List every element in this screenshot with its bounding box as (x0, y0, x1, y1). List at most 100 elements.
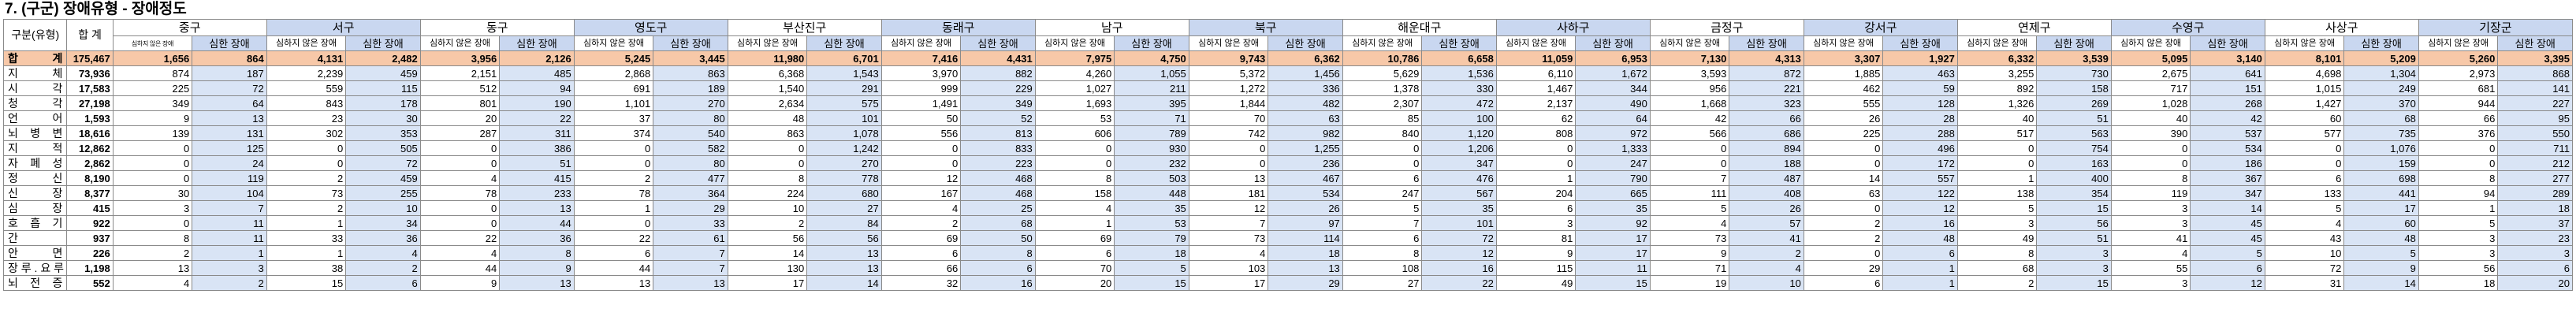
severe-count-cell: 223 (960, 155, 1036, 171)
district-header: 해운대구 (1342, 19, 1497, 36)
mild-count-cell: 808 (1495, 125, 1576, 141)
severe-count-cell: 6,953 (1575, 50, 1651, 66)
severe-count-cell: 189 (653, 80, 728, 96)
row-total-cell: 12,862 (66, 140, 114, 156)
severe-header: 심한 장애 (1729, 35, 1804, 51)
severe-count-cell: 16 (960, 275, 1036, 291)
severe-count-cell: 6 (1882, 245, 1958, 261)
district-header-row: 구분(유형) 합 계 중구 서구 동구 영도구 부산진구 동래구 남구 북구 해운대구 사하구 금정… (2, 19, 2574, 51)
severe-count-cell: 249 (2343, 80, 2419, 96)
mild-count-cell: 2,239 (266, 65, 347, 81)
mild-count-cell: 7,975 (1034, 50, 1115, 66)
mild-count-cell: 63 (1803, 185, 1884, 201)
mild-count-cell: 874 (112, 65, 193, 81)
severe-count-cell: 9 (2343, 260, 2419, 276)
severe-count-cell: 268 (2190, 95, 2265, 111)
mild-count-cell: 115 (1495, 260, 1576, 276)
row-label: 시 각 (2, 80, 68, 96)
severe-header: 심한 장애 (1421, 35, 1497, 51)
mild-count-cell: 4,131 (266, 50, 347, 66)
severe-count-cell: 982 (1268, 125, 1343, 141)
severe-count-cell: 557 (1882, 170, 1958, 186)
mild-count-cell: 66 (880, 260, 962, 276)
severe-count-cell: 323 (1729, 95, 1804, 111)
severe-count-cell: 56 (806, 230, 882, 246)
mild-count-cell: 5,629 (1342, 65, 1423, 81)
mild-count-cell: 29 (1803, 260, 1884, 276)
mild-count-cell: 606 (1034, 125, 1115, 141)
severe-count-cell: 534 (1268, 185, 1343, 201)
mild-count-cell: 133 (2264, 185, 2345, 201)
row-total-cell: 226 (66, 245, 114, 261)
severe-header: 심한 장애 (1268, 35, 1343, 51)
severe-count-cell: 101 (1421, 215, 1497, 231)
severe-count-cell: 172 (1882, 155, 1958, 171)
severe-count-cell: 59 (1882, 80, 1958, 96)
severe-count-cell: 64 (192, 95, 267, 111)
mild-count-cell: 1,668 (1649, 95, 1730, 111)
severe-count-cell: 680 (806, 185, 882, 201)
severe-count-cell: 1,076 (2343, 140, 2419, 156)
mild-count-cell: 0 (2264, 155, 2345, 171)
mild-count-cell: 5 (2264, 200, 2345, 216)
total-row: 합 계 175,467 1,656 864 4,131 2,482 3,956 2,126 5,… (2, 50, 2573, 66)
mild-count-cell: 4 (1188, 245, 1269, 261)
mild-count-cell: 0 (1188, 155, 1269, 171)
mild-count-cell: 6,332 (1956, 50, 2038, 66)
mild-count-cell: 4 (419, 170, 501, 186)
severe-count-cell: 12 (1882, 200, 1958, 216)
mild-count-cell: 4 (2110, 245, 2191, 261)
row-label: 합 계 (2, 50, 68, 66)
mild-header: 심하지 않은 장애 (2110, 35, 2191, 51)
mild-count-cell: 5 (2418, 215, 2499, 231)
severe-count-cell: 3,445 (653, 50, 728, 66)
severe-count-cell: 13 (192, 110, 267, 126)
severe-count-cell: 188 (1729, 155, 1804, 171)
severe-count-cell: 1 (192, 245, 267, 261)
severe-count-cell: 289 (2497, 185, 2573, 201)
mild-count-cell: 1 (1034, 215, 1115, 231)
mild-count-cell: 1 (573, 200, 654, 216)
severe-count-cell: 665 (1575, 185, 1651, 201)
severe-count-cell: 2,126 (499, 50, 575, 66)
severe-count-cell: 11 (192, 215, 267, 231)
severe-count-cell: 56 (2036, 215, 2112, 231)
mild-header: 심하지 않은 장애 (1803, 35, 1884, 51)
mild-count-cell: 0 (1188, 140, 1269, 156)
row-label: 자 폐 성 (2, 155, 68, 171)
mild-count-cell: 0 (419, 155, 501, 171)
mild-count-cell: 53 (1034, 110, 1115, 126)
severe-count-cell: 353 (345, 125, 421, 141)
mild-count-cell: 1 (1495, 170, 1576, 186)
severe-count-cell: 211 (1114, 80, 1189, 96)
severe-count-cell: 567 (1421, 185, 1497, 201)
severe-count-cell: 6,658 (1421, 50, 1497, 66)
severe-count-cell: 459 (345, 170, 421, 186)
severe-count-cell: 7 (653, 260, 728, 276)
mild-count-cell: 20 (1034, 275, 1115, 291)
severe-count-cell: 122 (1882, 185, 1958, 201)
mild-count-cell: 3 (112, 200, 193, 216)
mild-count-cell: 62 (1495, 110, 1576, 126)
severe-count-cell: 476 (1421, 170, 1497, 186)
severe-count-cell: 53 (1114, 215, 1189, 231)
severe-count-cell: 641 (2190, 65, 2265, 81)
mild-count-cell: 60 (2264, 110, 2345, 126)
mild-count-cell: 1,028 (2110, 95, 2191, 111)
mild-count-cell: 2,973 (2418, 65, 2499, 81)
mild-count-cell: 0 (880, 140, 962, 156)
mild-count-cell: 1,015 (2264, 80, 2345, 96)
mild-count-cell: 390 (2110, 125, 2191, 141)
severe-count-cell: 18 (1114, 245, 1189, 261)
mild-count-cell: 2 (1803, 230, 1884, 246)
severe-count-cell: 1,120 (1421, 125, 1497, 141)
mild-count-cell: 5,095 (2110, 50, 2191, 66)
mild-count-cell: 247 (1342, 185, 1423, 201)
severe-count-cell: 868 (2497, 65, 2573, 81)
mild-count-cell: 12 (880, 170, 962, 186)
severe-count-cell: 104 (192, 185, 267, 201)
mild-count-cell: 0 (2110, 155, 2191, 171)
severe-count-cell: 80 (653, 155, 728, 171)
row-label: 호 흡 기 (2, 215, 68, 231)
mild-count-cell: 1,844 (1188, 95, 1269, 111)
